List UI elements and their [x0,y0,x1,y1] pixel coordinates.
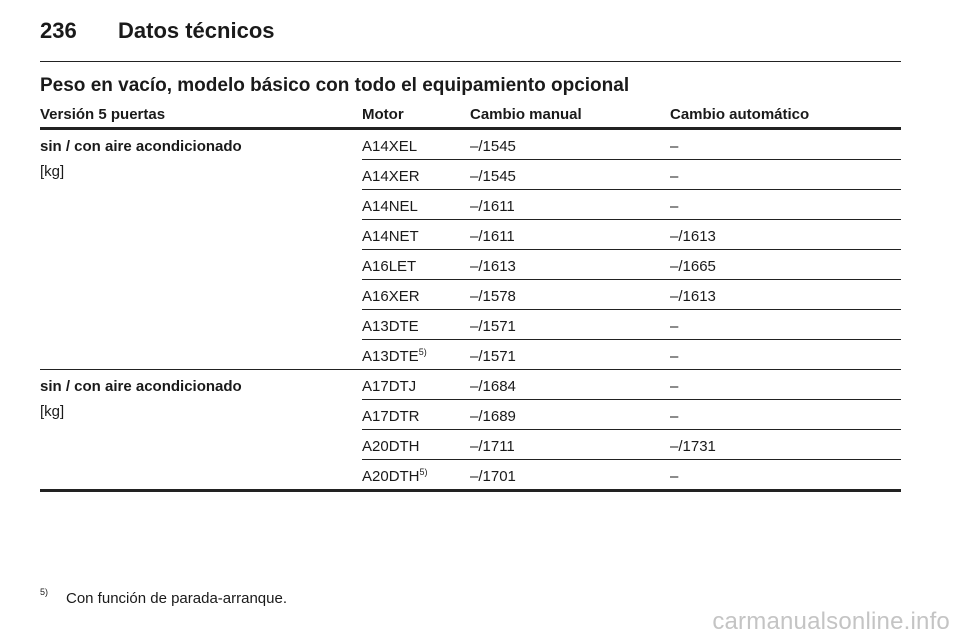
col-header-motor: Motor [362,106,404,123]
manual-weight-cell: –/1545 [470,138,516,155]
motor-cell: A16XER [362,288,420,305]
manual-weight-cell: –/1578 [470,288,516,305]
col-header-manual: Cambio manual [470,106,582,123]
motor-cell: A14XER [362,168,420,185]
automatic-weight-cell: – [670,198,679,215]
motor-code: A14NEL [362,198,418,215]
motor-code: A13DTE [362,318,419,335]
motor-cell: A16LET [362,258,416,275]
row-group: sin / con aire acondicionado [kg] A17DTJ –/… [40,369,901,492]
motor-code: A17DTR [362,408,420,425]
automatic-weight-cell: – [670,408,679,425]
group-label: sin / con aire acondicionado [kg] [40,370,242,420]
section-title: Peso en vacío, modelo básico con todo el… [40,75,630,96]
motor-cell: A13DTE [362,318,419,335]
automatic-weight-cell: –/1665 [670,258,716,275]
footnote-mark: 5) [40,587,49,597]
manual-weight-cell: –/1613 [470,258,516,275]
version-label: sin / con aire acondicionado [40,138,242,155]
motor-cell: A13DTE5) [362,347,427,366]
manual-weight-cell: –/1684 [470,378,516,395]
motor-code: A14NET [362,228,419,245]
table-row: A14XER –/1545 – [362,159,901,189]
table-body: sin / con aire acondicionado [kg] A14XEL –/… [40,130,901,492]
automatic-weight-cell: –/1613 [670,288,716,305]
unit-label: [kg] [40,163,65,180]
motor-code: A13DTE [362,348,419,365]
motor-cell: A14XEL [362,138,417,155]
motor-code: A14XER [362,168,420,185]
watermark: carmanualsonline.info [712,608,950,635]
automatic-weight-cell: – [670,138,679,155]
weights-table: Versión 5 puertas Motor Cambio manual Ca… [40,104,901,492]
col-header-version: Versión 5 puertas [40,106,166,123]
motor-cell: A14NET [362,228,419,245]
motor-code: A20DTH [362,438,420,455]
motor-cell: A14NEL [362,198,418,215]
motor-code: A16LET [362,258,417,275]
motor-code: A16XER [362,288,420,305]
footnote-ref: 5) [419,467,428,477]
motor-cell: A20DTH5) [362,467,428,486]
manual-weight-cell: –/1571 [470,348,516,365]
manual-weight-cell: –/1571 [470,318,516,335]
page-number: 236 [40,18,77,43]
table-row: A16LET –/1613 –/1665 [362,249,901,279]
table-header: Versión 5 puertas Motor Cambio manual Ca… [40,104,901,130]
motor-code: A20DTH [362,468,420,485]
table-row: A17DTR –/1689 – [362,399,901,429]
automatic-weight-cell: – [670,348,679,365]
table-row: A20DTH –/1711 –/1731 [362,429,901,459]
unit-label: [kg] [40,403,65,420]
automatic-weight-cell: –/1613 [670,228,716,245]
table-row: A20DTH5) –/1701 – [362,459,901,489]
motor-cell: A17DTR [362,408,420,425]
version-label: sin / con aire acondicionado [40,378,242,395]
table-row: A14NEL –/1611 – [362,189,901,219]
motor-code: A17DTJ [362,378,417,395]
table-row: A13DTE5) –/1571 – [362,339,901,369]
automatic-weight-cell: – [670,168,679,185]
automatic-weight-cell: – [670,378,679,395]
manual-weight-cell: –/1545 [470,168,516,185]
manual-weight-cell: –/1611 [470,228,515,245]
motor-code: A14XEL [362,138,418,155]
motor-cell: A17DTJ [362,378,416,395]
row-group: sin / con aire acondicionado [kg] A14XEL –/… [40,130,901,369]
footnote: 5) Con función de parada-arranque. [40,587,287,607]
automatic-weight-cell: – [670,468,679,485]
manual-weight-cell: –/1711 [470,438,515,455]
manual-weight-cell: –/1689 [470,408,516,425]
motor-cell: A20DTH [362,438,420,455]
col-header-automatic: Cambio automático [670,106,810,123]
automatic-weight-cell: –/1731 [670,438,716,455]
page-title: Datos técnicos [118,18,275,43]
footnote-text: Con función de parada-arranque. [66,590,287,607]
table-row: A13DTE –/1571 – [362,309,901,339]
manual-weight-cell: –/1701 [470,468,516,485]
manual-weight-cell: –/1611 [470,198,515,215]
automatic-weight-cell: – [670,318,679,335]
table-row: A14XEL –/1545 – [362,130,901,159]
table-row: A16XER –/1578 –/1613 [362,279,901,309]
group-label: sin / con aire acondicionado [kg] [40,130,242,180]
header-rule [40,61,901,62]
table-row: A14NET –/1611 –/1613 [362,219,901,249]
footnote-ref: 5) [418,347,427,357]
table-row: A17DTJ –/1684 – [362,370,901,399]
